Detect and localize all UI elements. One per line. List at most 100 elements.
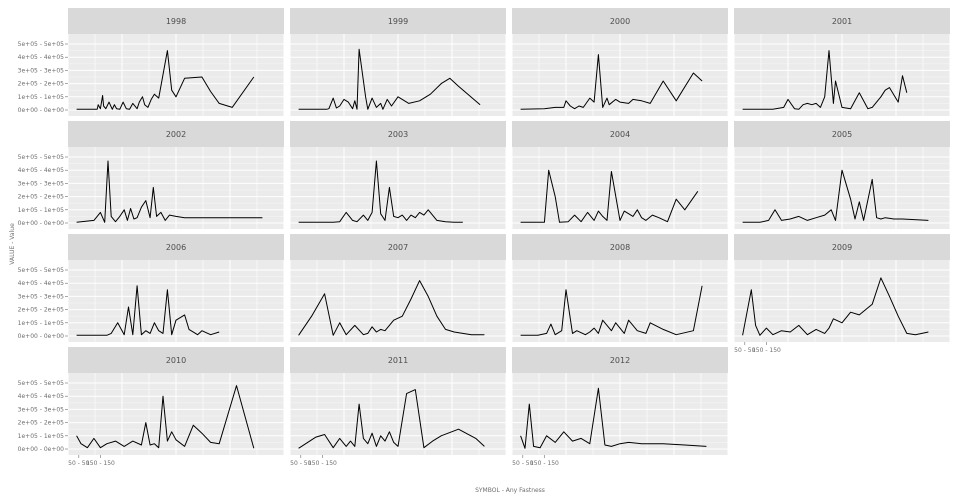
facet-panel-2008: 2008 bbox=[511, 234, 729, 342]
series-line-2004 bbox=[520, 169, 699, 223]
facet-panel-2001: 2001 bbox=[733, 8, 951, 116]
grid-lines bbox=[289, 34, 507, 116]
y-tick-label: 2e+05 - 2e+05 bbox=[18, 420, 65, 427]
facet-strip-label: 2000 bbox=[610, 17, 630, 26]
y-tick-label: 2e+05 - 2e+05 bbox=[18, 307, 65, 314]
y-tick-label: 5e+05 - 5e+05 bbox=[18, 41, 65, 48]
facet-panel-2007: 2007 bbox=[289, 234, 507, 342]
facet-strip bbox=[512, 234, 728, 260]
y-tick-label: 4e+05 - 4e+05 bbox=[18, 393, 65, 400]
y-tick-label: 0e+00 - 0e+00 bbox=[18, 333, 65, 340]
facet-strip-label: 2006 bbox=[166, 243, 186, 252]
y-axis-row-3: 0e+00 - 0e+00 1e+05 - 1e+05 2e+05 - 2e+05 3… bbox=[18, 267, 68, 340]
y-tick-label: 1e+05 - 1e+05 bbox=[18, 94, 65, 101]
facet-strip-label: 2007 bbox=[388, 243, 408, 252]
y-tick-label: 3e+05 - 3e+05 bbox=[18, 67, 65, 74]
facet-strip bbox=[734, 121, 950, 147]
facet-panel-2010: 2010 bbox=[67, 347, 285, 455]
facet-panel-2012: 2012 bbox=[511, 347, 729, 455]
grid-lines bbox=[67, 34, 285, 116]
facet-strip bbox=[290, 234, 506, 260]
y-tick-label: 4e+05 - 4e+05 bbox=[18, 167, 65, 174]
series-line-2002 bbox=[76, 160, 263, 223]
facet-strip-label: 2010 bbox=[166, 356, 186, 365]
facet-strip-label: 2004 bbox=[610, 130, 630, 139]
series-line-2010 bbox=[76, 385, 255, 449]
facet-strip bbox=[68, 347, 284, 373]
series-line-2003 bbox=[298, 160, 463, 223]
series-line-2001 bbox=[742, 50, 908, 110]
facet-strip-label: 2005 bbox=[832, 130, 852, 139]
grid-lines bbox=[67, 260, 285, 342]
facet-panels: 1998 1999 2000 2001 2002 2003 2004 2005 2006 2007… bbox=[67, 8, 951, 455]
grid-lines bbox=[289, 260, 507, 342]
series-line-2009 bbox=[742, 277, 929, 336]
y-tick-label: 3e+05 - 3e+05 bbox=[18, 180, 65, 187]
facet-panel-2005: 2005 bbox=[733, 121, 951, 229]
y-axis-title: VALUE - Value bbox=[9, 223, 16, 265]
series-line-2007 bbox=[298, 280, 485, 336]
x-tick-label: 150 - 150 bbox=[86, 460, 115, 467]
y-tick-label: 2e+05 - 2e+05 bbox=[18, 194, 65, 201]
facet-panel-2000: 2000 bbox=[511, 8, 729, 116]
grid-lines bbox=[67, 147, 285, 229]
facet-strip-label: 2002 bbox=[166, 130, 186, 139]
x-tick-label: 150 - 150 bbox=[752, 347, 781, 354]
facet-panel-2006: 2006 bbox=[67, 234, 285, 342]
facet-strip bbox=[512, 8, 728, 34]
y-axis-row-1: 0e+00 - 0e+00 1e+05 - 1e+05 2e+05 - 2e+05 3… bbox=[18, 41, 68, 114]
y-tick-label: 0e+00 - 0e+00 bbox=[18, 220, 65, 227]
facet-panel-2011: 2011 bbox=[289, 347, 507, 455]
facet-strip-label: 1999 bbox=[388, 17, 408, 26]
series-line-2008 bbox=[520, 285, 703, 336]
facet-panel-1998: 1998 bbox=[67, 8, 285, 116]
facet-strip bbox=[290, 347, 506, 373]
facet-strip bbox=[734, 234, 950, 260]
y-tick-label: 2e+05 - 2e+05 bbox=[18, 81, 65, 88]
y-axes: 0e+00 - 0e+00 1e+05 - 1e+05 2e+05 - 2e+05 3… bbox=[18, 41, 68, 453]
facet-strip bbox=[290, 8, 506, 34]
facet-panel-2002: 2002 bbox=[67, 121, 285, 229]
facet-strip bbox=[290, 121, 506, 147]
y-tick-label: 0e+00 - 0e+00 bbox=[18, 446, 65, 453]
series-line-2012 bbox=[520, 387, 707, 449]
facet-strip bbox=[68, 8, 284, 34]
facet-strip bbox=[68, 234, 284, 260]
y-tick-label: 1e+05 - 1e+05 bbox=[18, 320, 65, 327]
facet-strip bbox=[512, 121, 728, 147]
facet-panel-2009: 2009 bbox=[733, 234, 951, 342]
grid-lines bbox=[733, 34, 951, 116]
y-tick-label: 4e+05 - 4e+05 bbox=[18, 280, 65, 287]
grid-lines bbox=[511, 373, 729, 455]
facet-panel-2004: 2004 bbox=[511, 121, 729, 229]
y-tick-label: 3e+05 - 3e+05 bbox=[18, 406, 65, 413]
facet-panel-1999: 1999 bbox=[289, 8, 507, 116]
x-tick-label: 50 - 50 bbox=[290, 460, 311, 467]
facet-strip-label: 2009 bbox=[832, 243, 852, 252]
x-tick-label: 150 - 150 bbox=[530, 460, 559, 467]
facet-strip bbox=[734, 8, 950, 34]
grid-lines bbox=[289, 373, 507, 455]
y-tick-label: 4e+05 - 4e+05 bbox=[18, 54, 65, 61]
y-tick-label: 5e+05 - 5e+05 bbox=[18, 380, 65, 387]
x-axis-title: SYMBOL - Any Fastness bbox=[475, 487, 545, 494]
x-tick-label: 50 - 50 bbox=[734, 347, 755, 354]
facet-strip-label: 2011 bbox=[388, 356, 408, 365]
facet-strip-label: 2012 bbox=[610, 356, 630, 365]
grid-lines bbox=[67, 373, 285, 455]
facet-strip bbox=[512, 347, 728, 373]
y-tick-label: 0e+00 - 0e+00 bbox=[18, 107, 65, 114]
grid-lines bbox=[733, 147, 951, 229]
series-line-2000 bbox=[520, 54, 703, 110]
series-line-2011 bbox=[298, 389, 485, 449]
y-tick-label: 5e+05 - 5e+05 bbox=[18, 154, 65, 161]
series-line-1999 bbox=[298, 48, 481, 110]
facet-strip-label: 2008 bbox=[610, 243, 630, 252]
y-axis-row-2: 0e+00 - 0e+00 1e+05 - 1e+05 2e+05 - 2e+05 3… bbox=[18, 154, 68, 227]
